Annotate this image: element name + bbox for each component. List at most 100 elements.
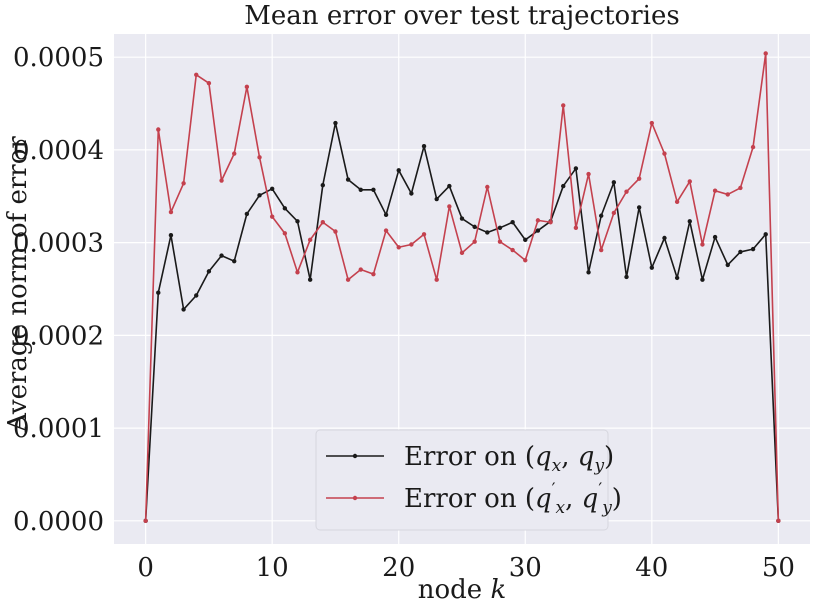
- series-2-point: [485, 184, 490, 190]
- series-1-point: [611, 180, 617, 185]
- x-tick-label: 40: [635, 553, 668, 583]
- series-2-point: [307, 237, 313, 243]
- series-2-point: [232, 151, 237, 156]
- y-tick-label: 0.0002: [13, 321, 104, 351]
- series-1-point: [219, 253, 224, 258]
- series-1-point: [434, 196, 439, 202]
- series-2-point: [662, 151, 667, 156]
- series-2-point: [269, 214, 275, 219]
- series-2-point: [421, 232, 427, 237]
- tick-labels: 0 10 20 30 40 50 0.0000 0.0001 0.0002 0.0003 0.000…: [13, 43, 795, 583]
- series-1-point: [383, 212, 389, 218]
- y-tick-label: 0.0000: [13, 507, 104, 537]
- series-1-point: [282, 206, 288, 211]
- series-1-point: [345, 177, 351, 182]
- series-2-point: [548, 220, 553, 225]
- series-1-point: [156, 290, 161, 295]
- series-1-point: [307, 277, 313, 282]
- series-1-point: [257, 193, 262, 198]
- series-1-point: [750, 246, 756, 252]
- series-2-point: [586, 171, 591, 177]
- series-1-point: [244, 211, 250, 217]
- series-1-point: [662, 235, 667, 241]
- series-2-point: [763, 51, 768, 56]
- series-2-point: [358, 267, 363, 272]
- series-2-point: [611, 210, 617, 216]
- series-2-point: [168, 209, 174, 215]
- x-axis-label: node k: [418, 575, 506, 605]
- series-1-point: [333, 120, 338, 126]
- series-2-point: [257, 155, 262, 160]
- series-1-point: [674, 275, 680, 281]
- series-2-point: [333, 229, 338, 234]
- series-2-point: [535, 218, 541, 223]
- series-1-point: [421, 144, 427, 149]
- series-1-point: [269, 186, 275, 192]
- series-1-point: [232, 258, 237, 264]
- series-1-point: [573, 166, 579, 171]
- series-2-point: [181, 181, 186, 186]
- series-2-point: [700, 242, 705, 247]
- series-2-point: [434, 277, 439, 282]
- series-2-point: [282, 231, 288, 236]
- series-2-point: [674, 199, 680, 205]
- series-2-point: [561, 103, 566, 108]
- series-2-point: [345, 277, 351, 282]
- series-1-point: [636, 205, 642, 210]
- series-1-point: [700, 277, 705, 282]
- series-2-point: [725, 192, 730, 197]
- x-tick-label: 30: [509, 553, 542, 583]
- series-2-point: [624, 189, 629, 194]
- series-1-point: [523, 237, 528, 243]
- series-1-point: [624, 274, 629, 280]
- series-1-point: [320, 182, 325, 188]
- series-2-point: [472, 239, 477, 244]
- series-1-point: [206, 269, 212, 274]
- series-1-point: [472, 224, 477, 230]
- series-2-point: [523, 258, 528, 263]
- y-axis-label: Average norm of error: [3, 136, 33, 433]
- x-tick-label: 20: [382, 553, 415, 583]
- series-2-point: [738, 185, 743, 191]
- series-2-point: [750, 144, 756, 150]
- series-2-point: [459, 250, 465, 256]
- series-1-point: [396, 168, 401, 173]
- legend-box: [315, 429, 609, 531]
- series-1-point: [409, 191, 414, 196]
- series-2-point: [206, 80, 212, 86]
- series-1: [143, 120, 781, 524]
- series-2-point: [383, 228, 389, 233]
- legend-label-series-2: Error on (q′x, q′y): [404, 480, 622, 518]
- x-tick-label: 10: [256, 553, 289, 583]
- series-1-point: [358, 187, 363, 192]
- series-2-point: [156, 127, 161, 132]
- series-1-point: [738, 249, 743, 255]
- series-2-point: [636, 176, 642, 181]
- series-1-point: [485, 230, 490, 235]
- series-2-point: [143, 518, 148, 524]
- y-tick-label: 0.0003: [13, 229, 104, 259]
- series-2-point: [371, 271, 376, 277]
- y-tick-label: 0.0005: [13, 43, 104, 73]
- series-2-point: [219, 178, 224, 183]
- y-tick-label: 0.0001: [13, 414, 104, 444]
- series-2-point: [510, 247, 515, 253]
- series-2-point: [776, 518, 781, 524]
- legend-marker-series-1: [352, 453, 358, 459]
- series-2-point: [295, 270, 300, 275]
- legend: Error on (qx, qy) Error on (q′x, q′y): [315, 429, 622, 531]
- series-2-point: [447, 204, 452, 209]
- series-1-point: [181, 307, 186, 312]
- series-1-point: [497, 225, 503, 230]
- series-2-point: [396, 245, 401, 250]
- series-2-point: [320, 220, 325, 225]
- series-1-point: [687, 219, 692, 224]
- series-2-point: [687, 179, 692, 184]
- series-1-point: [712, 234, 718, 240]
- x-tick-label: 50: [762, 553, 795, 583]
- series-1-point: [194, 293, 199, 298]
- series-1-point: [168, 233, 174, 238]
- series-1-point: [295, 219, 300, 224]
- series-2-point: [194, 72, 199, 78]
